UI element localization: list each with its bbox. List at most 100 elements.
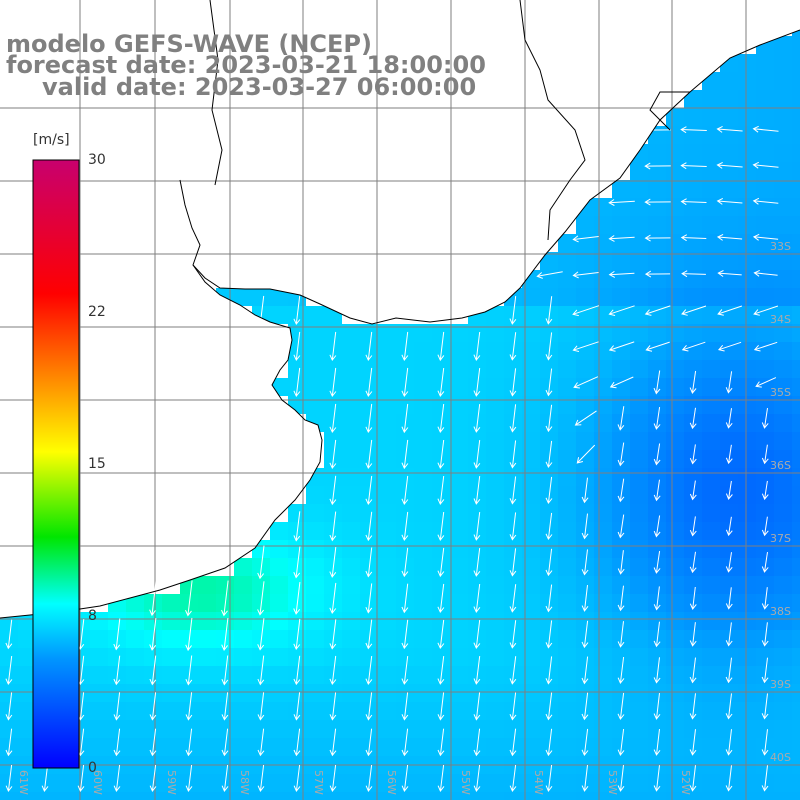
wind-arrow xyxy=(761,587,769,610)
latitude-label: 40S xyxy=(770,751,791,764)
wind-arrow xyxy=(581,620,589,649)
wind-speed-cell xyxy=(270,666,288,684)
colorbar-bar xyxy=(32,159,80,769)
wind-speed-cell xyxy=(558,612,576,630)
wind-speed-cell xyxy=(360,720,378,738)
wind-arrow xyxy=(185,692,193,721)
wind-arrow xyxy=(257,618,265,651)
wind-speed-cell xyxy=(558,792,576,800)
wind-arrow xyxy=(653,729,661,756)
wind-speed-cell xyxy=(738,108,756,126)
wind-speed-cell xyxy=(576,576,594,594)
wind-arrow xyxy=(293,331,301,362)
wind-arrow xyxy=(329,619,337,650)
wind-speed-cell xyxy=(666,414,684,432)
wind-arrow xyxy=(221,617,229,651)
wind-speed-cell xyxy=(450,792,468,800)
wind-speed-cell xyxy=(684,432,702,450)
wind-speed-cell xyxy=(684,288,702,306)
wind-arrow xyxy=(608,199,635,206)
wind-arrow xyxy=(509,548,517,577)
wind-speed-cell xyxy=(486,378,504,396)
wind-speed-cell xyxy=(792,360,800,378)
wind-arrow xyxy=(608,305,635,316)
latitude-label: 35S xyxy=(770,386,791,399)
wind-speed-cell xyxy=(702,360,720,378)
wind-arrow xyxy=(617,478,625,503)
wind-speed-cell xyxy=(756,648,774,666)
wind-speed-cell xyxy=(486,702,504,720)
wind-speed-cell xyxy=(792,468,800,486)
wind-speed-cell xyxy=(792,270,800,288)
wind-speed-cell xyxy=(270,288,288,306)
wind-arrow xyxy=(761,552,769,573)
wind-speed-cell xyxy=(774,630,792,648)
coastline-west xyxy=(0,264,323,619)
wind-speed-cell xyxy=(558,360,576,378)
wind-arrow xyxy=(689,622,697,647)
wind-speed-cell xyxy=(558,648,576,666)
wind-speed-cell xyxy=(306,342,324,360)
wind-arrow xyxy=(401,403,409,434)
wind-arrow xyxy=(365,619,373,650)
wind-speed-cell xyxy=(576,684,594,702)
wind-speed-cell xyxy=(306,702,324,720)
wind-speed-cell xyxy=(720,252,738,270)
wind-speed-cell xyxy=(414,450,432,468)
wind-arrow xyxy=(329,511,337,542)
wind-speed-cell xyxy=(90,738,108,756)
wind-speed-cell xyxy=(792,594,800,612)
wind-arrow xyxy=(761,657,769,684)
wind-speed-cell xyxy=(198,738,216,756)
wind-speed-cell xyxy=(594,720,612,738)
wind-speed-cell xyxy=(702,378,720,396)
wind-speed-cell xyxy=(702,450,720,468)
wind-speed-cell xyxy=(522,504,540,522)
wind-speed-cell xyxy=(774,90,792,108)
wind-speed-cell xyxy=(594,342,612,360)
wind-speed-cell xyxy=(792,126,800,144)
wind-speed-cell xyxy=(666,486,684,504)
wind-speed-cell xyxy=(198,666,216,684)
wind-speed-cell xyxy=(738,594,756,612)
wind-speed-cell xyxy=(612,396,630,414)
wind-arrow xyxy=(401,692,409,721)
wind-arrow xyxy=(545,296,553,325)
wind-speed-cell xyxy=(252,684,270,702)
wind-arrow xyxy=(725,657,733,684)
wind-speed-cell xyxy=(306,324,324,342)
wind-arrow xyxy=(221,655,229,686)
wind-speed-cell xyxy=(378,738,396,756)
wind-speed-cell xyxy=(684,648,702,666)
wind-arrow xyxy=(645,341,670,352)
wind-speed-cell xyxy=(684,162,702,180)
wind-speed-cell xyxy=(342,702,360,720)
wind-speed-cell xyxy=(450,702,468,720)
wind-speed-cell xyxy=(666,216,684,234)
wind-speed-cell xyxy=(342,576,360,594)
wind-speed-cell xyxy=(234,630,252,648)
wind-arrow xyxy=(221,692,229,721)
wind-speed-cell xyxy=(576,792,594,800)
wind-arrow xyxy=(149,580,157,617)
wind-arrow xyxy=(689,551,697,574)
wind-speed-cell xyxy=(720,198,738,216)
wind-speed-cell xyxy=(720,180,738,198)
wind-arrow xyxy=(761,693,769,720)
wind-speed-cell xyxy=(234,666,252,684)
wind-speed-cell xyxy=(306,666,324,684)
wind-speed-cell xyxy=(360,360,378,378)
border-line-b xyxy=(519,0,586,241)
wind-speed-cell xyxy=(756,126,774,144)
wind-speed-cell xyxy=(630,396,648,414)
wind-speed-cell xyxy=(630,738,648,756)
wind-speed-cell xyxy=(630,594,648,612)
wind-speed-cell xyxy=(702,576,720,594)
wind-arrow xyxy=(257,545,265,580)
wind-speed-cell xyxy=(540,252,558,270)
wind-speed-cell xyxy=(522,414,540,432)
wind-speed-cell xyxy=(720,504,738,522)
wind-speed-cell xyxy=(558,540,576,558)
wind-speed-cell xyxy=(342,504,360,522)
wind-speed-cell xyxy=(648,270,666,288)
